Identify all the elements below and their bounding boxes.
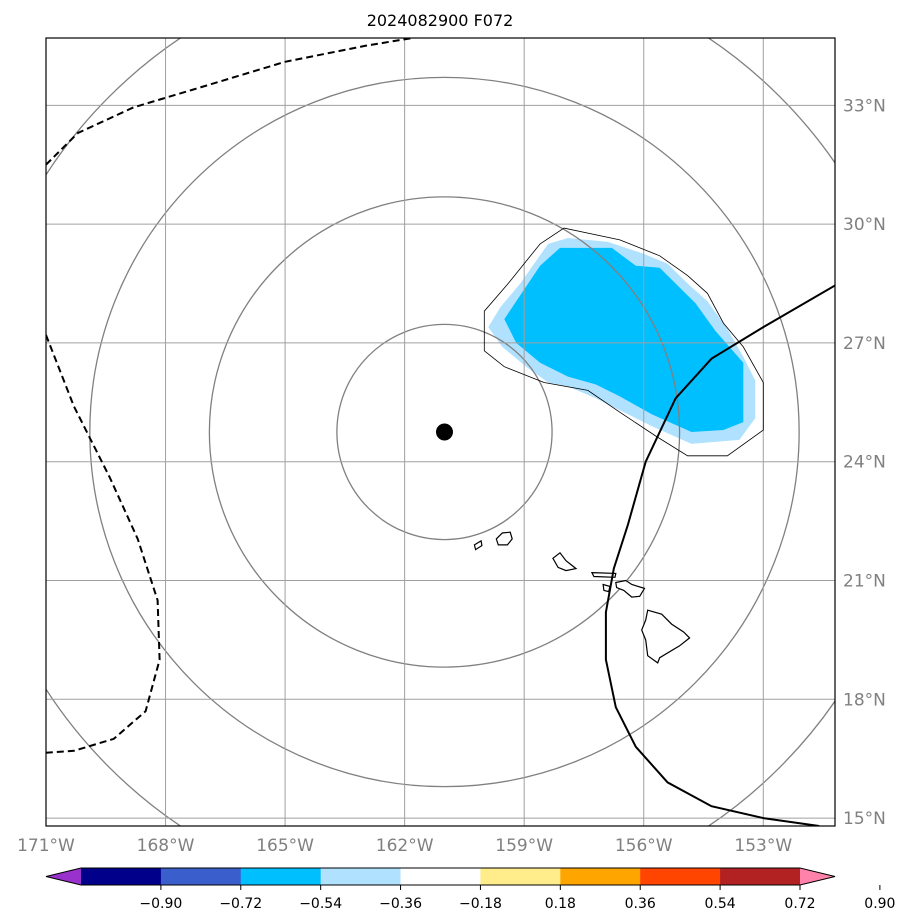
island-oahu [552, 551, 578, 572]
colorbar-tick-label: 0.90 [864, 896, 895, 912]
lat-tick-labels: 15°N 18°N 21°N 24°N 27°N 30°N 33°N [843, 96, 886, 829]
island-niihau [473, 539, 483, 551]
lon-tick-label: 159°W [495, 836, 553, 856]
colorbar-tick-label: 0.72 [784, 896, 815, 912]
colorbar: −0.90 −0.72 −0.54 −0.36 −0.18 0.18 0.36 0.54 0.7… [45, 867, 895, 912]
contour-outline-line [483, 227, 764, 457]
colorbar-segment [400, 868, 481, 885]
colorbar-tick-label: 0.54 [705, 896, 736, 912]
hawaii-coastlines [473, 531, 691, 664]
map-frame [45, 37, 836, 827]
lon-tick-label: 162°W [376, 836, 434, 856]
colorbar-tick-label: 0.36 [625, 896, 656, 912]
lat-tick-label: 21°N [843, 571, 886, 591]
island-hawaii [641, 609, 691, 664]
range-ring-1 [336, 323, 553, 541]
dashed-contour-1 [46, 38, 419, 166]
dashed-contour-2 [46, 334, 161, 754]
lon-tick-label: 168°W [137, 836, 195, 856]
colorbar-segment [560, 868, 641, 885]
contour-outline [483, 227, 764, 457]
colorbar-segment [81, 868, 162, 885]
colorbar-segment [160, 868, 242, 885]
colorbar-tick-label: −0.18 [459, 896, 502, 912]
lon-tick-label: 171°W [17, 836, 75, 856]
colorbar-tick-label: −0.36 [379, 896, 422, 912]
lon-tick-labels: 171°W 168°W 165°W 162°W 159°W 156°W 153°W [17, 836, 792, 856]
colorbar-extend-high [800, 868, 835, 885]
lat-tick-label: 18°N [843, 690, 886, 710]
lon-tick-label: 165°W [256, 836, 314, 856]
colorbar-tick-label: −0.72 [219, 896, 262, 912]
lon-tick-label: 156°W [615, 836, 673, 856]
colorbar-segment [240, 868, 322, 885]
colorbar-tick-label: −0.54 [299, 896, 342, 912]
lat-tick-label: 27°N [843, 334, 886, 354]
lat-tick-label: 33°N [843, 96, 886, 116]
island-maui [615, 579, 646, 598]
island-kauai [495, 531, 513, 546]
shaded-anomaly-medium [504, 247, 744, 432]
colorbar-segment [480, 868, 561, 885]
island-molokai [590, 571, 617, 578]
lon-tick-label: 153°W [734, 836, 792, 856]
range-ring-2 [208, 196, 681, 668]
solid-track-line [604, 284, 835, 826]
dashed-contours [46, 38, 419, 754]
colorbar-outline [45, 867, 836, 886]
lat-tick-label: 15°N [843, 809, 886, 829]
center-dot [435, 423, 453, 441]
colorbar-tick-label: −0.90 [139, 896, 182, 912]
colorbar-extend-low [46, 868, 81, 885]
colorbar-segment [320, 868, 402, 885]
anomaly-shading [488, 238, 756, 444]
gridlines [46, 38, 835, 826]
lat-tick-label: 24°N [843, 453, 886, 473]
colorbar-tick-label: 0.18 [545, 896, 576, 912]
center-marker [435, 423, 453, 441]
lat-tick-label: 30°N [843, 215, 886, 235]
solid-track [604, 284, 835, 826]
colorbar-segment [640, 868, 721, 885]
chart-title: 2024082900 F072 [367, 11, 514, 30]
colorbar-segment [720, 868, 801, 885]
range-ring-3 [89, 76, 800, 788]
